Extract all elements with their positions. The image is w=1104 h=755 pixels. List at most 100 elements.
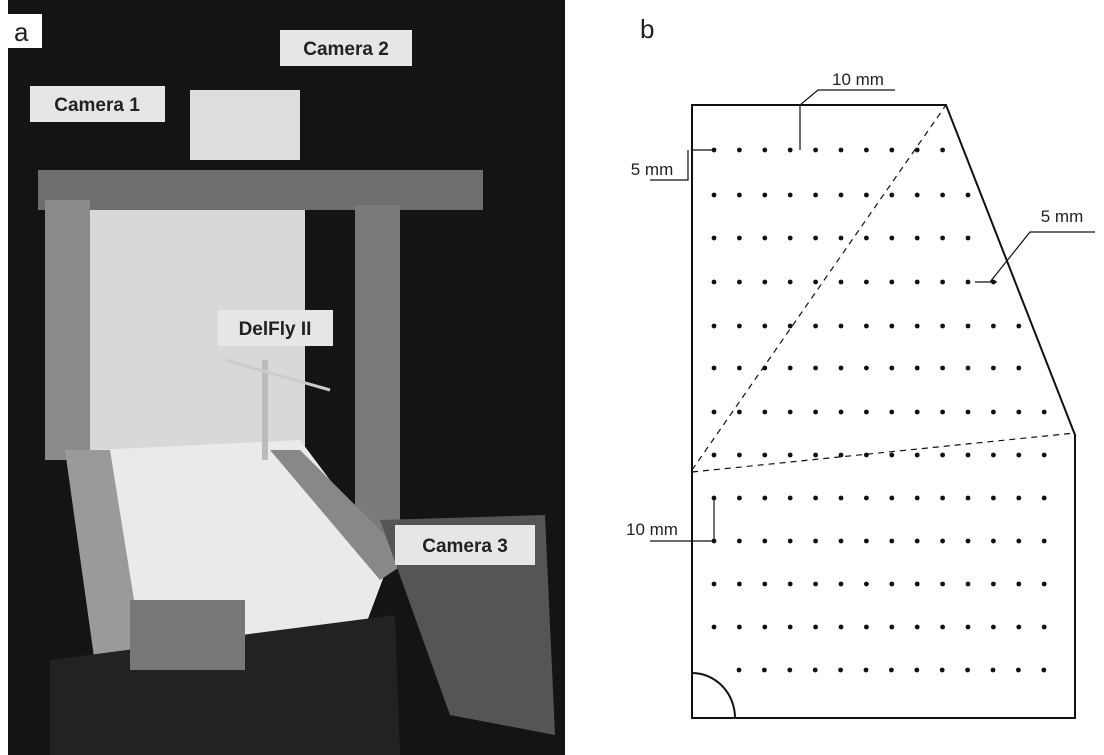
dot — [889, 192, 895, 198]
dot — [787, 495, 793, 501]
dot — [864, 409, 869, 415]
dimension-label: 10 mm — [832, 70, 884, 89]
dot — [813, 409, 818, 415]
dot — [940, 538, 945, 544]
dot — [889, 667, 894, 673]
dot — [1016, 538, 1022, 544]
dot — [762, 192, 768, 198]
dot — [762, 235, 768, 241]
dot — [914, 409, 920, 415]
dot — [991, 279, 996, 285]
dot — [1041, 667, 1047, 673]
dot — [838, 667, 843, 673]
dot — [914, 323, 920, 329]
dot — [940, 192, 945, 198]
dot — [940, 279, 945, 285]
dot — [762, 409, 768, 415]
dot — [965, 192, 971, 198]
dot — [914, 147, 920, 153]
dot — [787, 452, 793, 458]
dot — [787, 624, 793, 630]
callout: Camera 2 — [303, 39, 389, 60]
dot — [838, 581, 844, 587]
dot — [991, 538, 996, 544]
callout: Camera 1 — [54, 95, 140, 116]
dot — [1016, 365, 1022, 371]
dot — [737, 538, 742, 544]
dot — [813, 365, 818, 371]
dot — [940, 147, 945, 153]
dot — [737, 235, 742, 241]
dot — [787, 581, 793, 587]
dot — [711, 452, 717, 458]
dot — [1016, 624, 1022, 630]
dot — [762, 495, 768, 501]
dot — [889, 365, 895, 371]
dot — [787, 279, 793, 285]
dot — [914, 581, 920, 587]
dot — [965, 365, 971, 371]
dot — [813, 624, 818, 630]
dot — [787, 365, 793, 371]
dot — [914, 279, 920, 285]
dot — [762, 624, 768, 630]
dot — [991, 452, 996, 458]
dot — [711, 581, 717, 587]
diagram: b 10 mm 5 mm 5 mm 10 mm — [626, 14, 1095, 719]
dot — [864, 495, 869, 501]
dot — [965, 279, 971, 285]
dot — [864, 538, 869, 544]
dot — [1016, 409, 1022, 415]
dot — [965, 581, 971, 587]
dot — [864, 192, 869, 198]
panel-label: a — [14, 17, 29, 47]
callout: DelFly II — [239, 319, 312, 340]
dot — [914, 495, 920, 501]
panel-label: b — [640, 14, 654, 44]
dot — [711, 147, 717, 153]
dot — [991, 409, 996, 415]
dot — [813, 147, 818, 153]
dot — [813, 192, 818, 198]
photo: a Camera 1 Camera 2 DelFly II Camera 3 — [8, 0, 565, 755]
dot — [838, 235, 844, 241]
dot — [838, 279, 844, 285]
dot — [838, 147, 844, 153]
dot — [1041, 495, 1047, 501]
dot — [762, 452, 768, 458]
dot — [711, 192, 717, 198]
dot — [762, 365, 768, 371]
dot — [787, 667, 793, 673]
dot — [889, 538, 895, 544]
dot — [762, 581, 768, 587]
dot — [940, 624, 945, 630]
dot — [736, 667, 742, 673]
dot — [889, 624, 895, 630]
dot — [838, 409, 844, 415]
dot — [864, 452, 869, 458]
dot — [711, 495, 717, 501]
dot — [889, 235, 895, 241]
dot — [863, 667, 869, 673]
dot — [711, 409, 717, 415]
dot — [889, 323, 895, 329]
dot — [889, 581, 895, 587]
dot — [1016, 452, 1022, 458]
dot — [914, 192, 920, 198]
dot — [737, 365, 742, 371]
dot — [864, 279, 869, 285]
dot — [812, 667, 818, 673]
dot — [838, 624, 844, 630]
dot — [1041, 581, 1047, 587]
dot — [787, 538, 793, 544]
dot — [838, 323, 844, 329]
dot — [813, 581, 818, 587]
dot — [737, 192, 742, 198]
dot — [838, 192, 844, 198]
dot — [940, 409, 945, 415]
dot — [1041, 624, 1047, 630]
dot — [813, 452, 818, 458]
dot — [813, 495, 818, 501]
dot — [889, 147, 895, 153]
